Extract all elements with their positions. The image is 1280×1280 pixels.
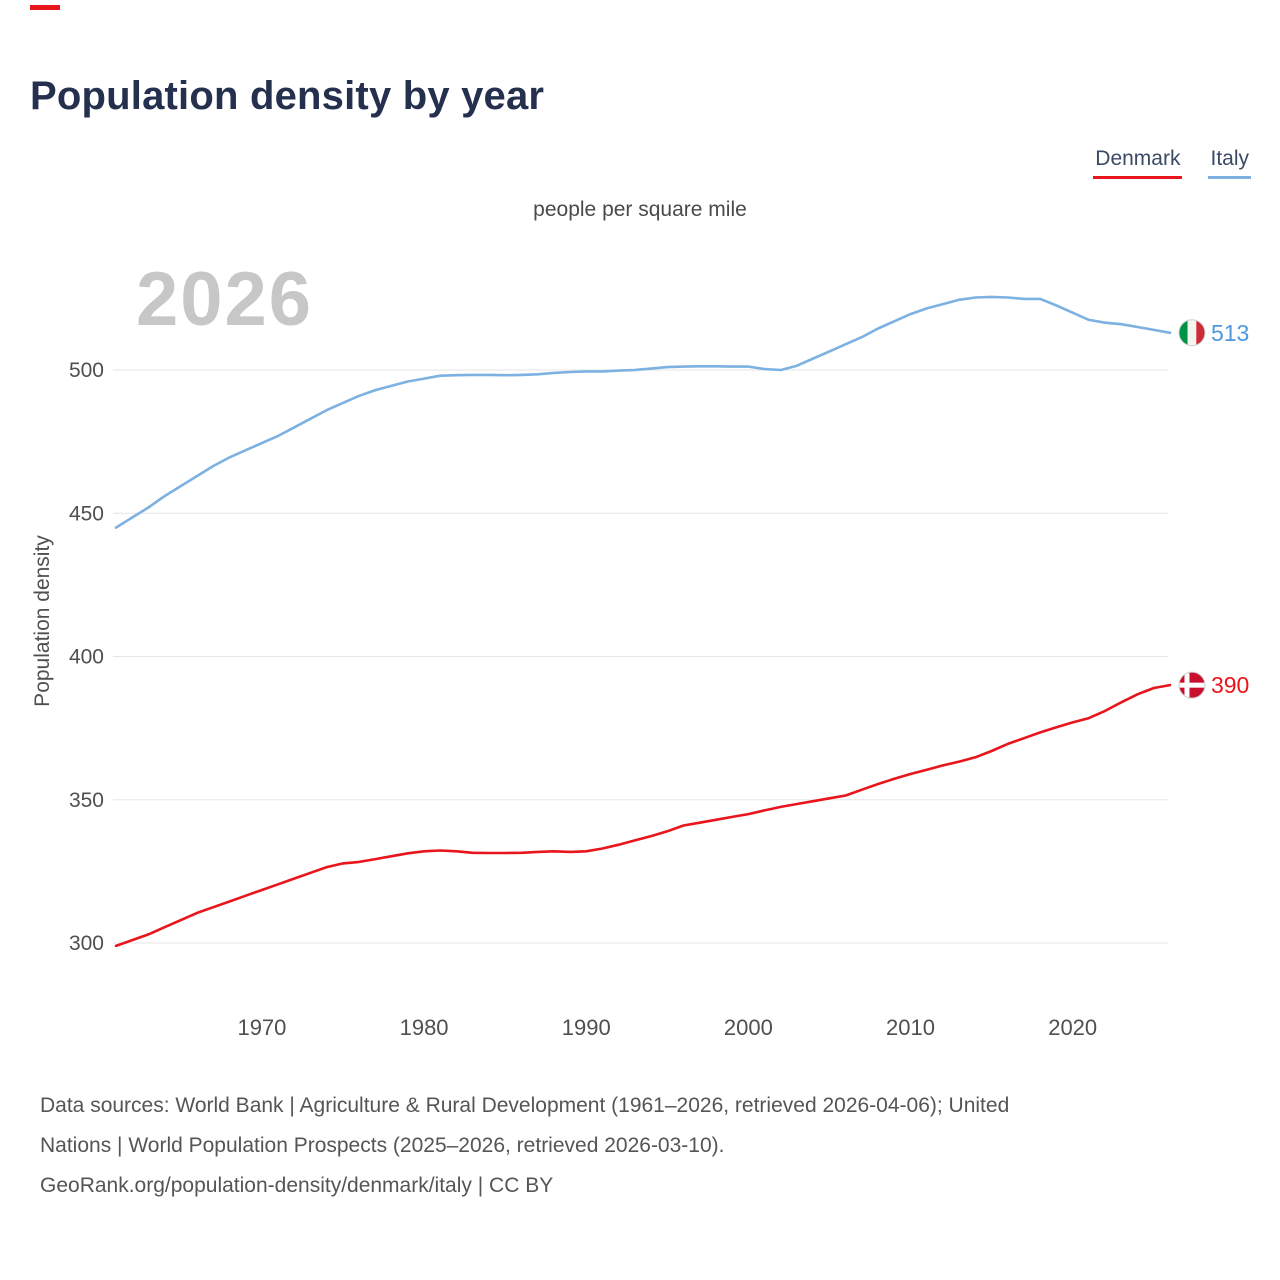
flag-outline xyxy=(1178,319,1206,347)
page-title: Population density by year xyxy=(30,74,545,118)
y-tick-label: 500 xyxy=(69,359,104,382)
x-tick-label: 2000 xyxy=(724,1015,773,1040)
footer-line-3: GeoRank.org/population-density/denmark/i… xyxy=(40,1174,554,1197)
x-tick-label: 1990 xyxy=(562,1015,611,1040)
y-tick-label: 300 xyxy=(69,932,104,955)
footer-line-2: Nations | World Population Prospects (20… xyxy=(40,1134,725,1157)
x-tick-label: 2010 xyxy=(886,1015,935,1040)
x-tick-label: 1970 xyxy=(237,1015,286,1040)
legend: Denmark Italy xyxy=(1093,147,1251,179)
series-line-denmark xyxy=(114,683,1172,948)
legend-label-denmark: Denmark xyxy=(1095,147,1181,170)
denmark-flag-icon xyxy=(1178,672,1205,699)
y-tick-label: 400 xyxy=(69,646,104,669)
legend-item-denmark[interactable]: Denmark xyxy=(1093,147,1183,179)
italy-flag-icon xyxy=(1178,319,1205,346)
y-tick-label: 450 xyxy=(69,502,104,525)
end-value-label-italy: 513 xyxy=(1211,320,1249,346)
chart-subtitle: people per square mile xyxy=(533,198,747,221)
chart-canvas: 300 350 400 450 500 1970 1980 1990 2000 2010 2020 3… xyxy=(69,295,1249,1040)
y-tick-label: 350 xyxy=(69,789,104,812)
legend-label-italy: Italy xyxy=(1210,147,1249,170)
x-tick-label: 1980 xyxy=(400,1015,449,1040)
footer-line-1: Data sources: World Bank | Agriculture &… xyxy=(40,1094,1010,1117)
flag-outline xyxy=(1178,671,1206,699)
watermark-year: 2026 xyxy=(136,257,314,342)
series-line-italy xyxy=(114,295,1172,529)
top-left-marker xyxy=(30,5,60,10)
x-tick-label: 2020 xyxy=(1048,1015,1097,1040)
end-value-label-denmark: 390 xyxy=(1211,672,1249,698)
legend-item-italy[interactable]: Italy xyxy=(1208,147,1251,179)
data-sources: Data sources: World Bank | Agriculture &… xyxy=(40,1086,1250,1206)
